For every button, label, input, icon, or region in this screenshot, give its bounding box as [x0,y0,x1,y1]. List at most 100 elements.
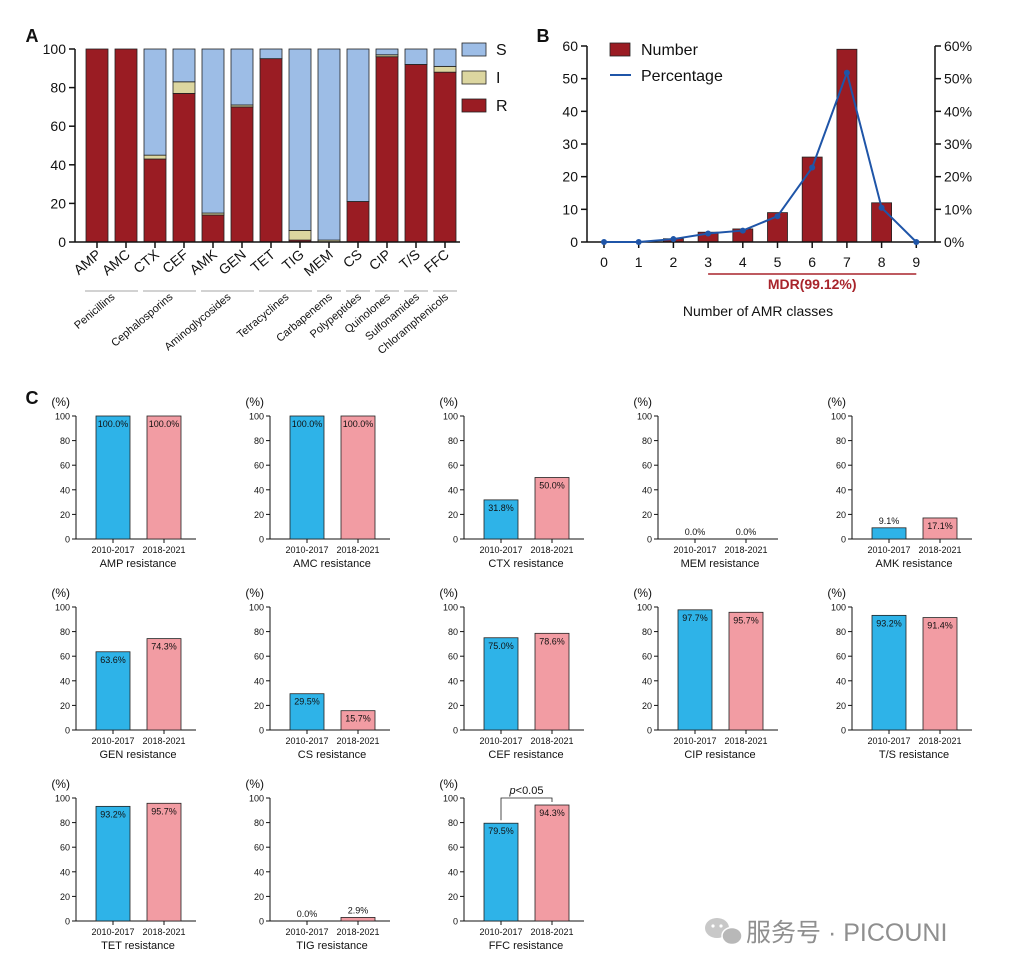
y-tick-label: 60 [448,843,458,853]
percentage-point [843,69,850,76]
subchart-title: TIG resistance [296,940,368,952]
y-tick-label: 0 [453,917,458,927]
y-tick-label: 0 [647,535,652,545]
y-axis-unit: (%) [51,586,70,600]
data-label: 74.3% [151,642,177,652]
subchart: (%) 0 20 40 60 80 100 31.8% 2010-2017 50.0% 2018-2… [439,395,584,570]
legend-label-i: I [496,70,500,87]
bar-segment-s [375,48,399,56]
subchart: (%) 0 20 40 60 80 100 63.6% 2010-2017 74.3% 2018-2… [51,586,196,761]
subchart: (%) 0 20 40 60 80 100 93.2% 2010-2017 95.7% 2018-2… [51,777,196,952]
x-tick-label: 2010-2017 [285,927,328,937]
data-label: 63.6% [100,655,126,665]
significance-threshold: <0.05 [516,785,544,797]
subchart: (%) 0 20 40 60 80 100 100.0% 2010-2017 100.0% 2018… [245,395,390,570]
y-tick-label: 0 [841,535,846,545]
y-tick-label: 60 [836,461,846,471]
x-tick-label: 2018-2021 [918,545,961,555]
wechat-eye [711,924,715,928]
data-label: 91.4% [927,621,953,631]
y-tick-label-right-b: 50% [944,71,972,87]
legend-swatch-number [609,42,631,57]
bar-2010-2017 [289,415,325,540]
bar-2018-2021 [340,917,376,922]
bar-2010-2017 [95,805,131,922]
x-tick-label-b: 9 [912,254,920,270]
x-tick-label: 2018-2021 [142,736,185,746]
data-label: 100.0% [149,419,180,429]
bar-segment-r [85,48,109,243]
watermark-text: 服务号 · PICOUNI [746,919,947,947]
x-tick-label: 2010-2017 [867,545,910,555]
x-tick-label-a: CIP [366,246,394,273]
x-tick-label: 2010-2017 [479,736,522,746]
x-tick-label-b: 3 [704,254,712,270]
y-tick-label: 80 [448,436,458,446]
y-tick-label: 0 [65,535,70,545]
x-tick-label-a: AMC [99,246,133,278]
x-tick-label: 2010-2017 [867,736,910,746]
y-tick-label-left-b: 50 [562,71,578,87]
x-tick-label-a: MEM [301,246,336,279]
data-label: 97.7% [682,613,708,623]
subchart-title: T/S resistance [879,749,949,761]
y-tick-label: 20 [836,510,846,520]
y-tick-label-a: 60 [50,118,66,134]
subchart-title: AMP resistance [100,558,177,570]
y-tick-label: 60 [60,652,70,662]
bar-segment-s [172,48,196,83]
y-tick-label-left-b: 40 [562,103,578,119]
y-tick-label: 100 [249,603,264,613]
y-tick-label: 60 [448,652,458,662]
y-tick-label-right-b: 40% [944,103,972,119]
percentage-line [604,69,918,243]
x-tick-label: 2018-2021 [724,736,767,746]
y-tick-label: 80 [254,627,264,637]
bar-segment-s [346,48,370,202]
bar-segment-r [230,106,254,243]
y-tick-label: 100 [249,412,264,422]
x-tick-label-a: GEN [215,246,249,278]
y-tick-label: 20 [448,701,458,711]
bar-2018-2021 [146,638,182,731]
y-tick-label: 80 [836,436,846,446]
bar-2018-2021 [146,415,182,540]
x-tick-label: 2010-2017 [91,927,134,937]
legend-label-r: R [496,98,508,115]
x-tick-label-b: 5 [774,254,782,270]
y-tick-label: 40 [448,676,458,686]
subchart-title: CS resistance [298,749,366,761]
x-tick-label: 2018-2021 [530,736,573,746]
legend-swatch-s [461,42,487,57]
data-label: 31.8% [488,503,514,513]
x-tick-label-a: T/S [396,246,423,272]
y-tick-label: 80 [642,627,652,637]
significance-p: p [509,785,516,797]
x-tick-label: 2018-2021 [336,927,379,937]
subchart: (%) 0 20 40 60 80 100 100.0% 2010-2017 100.0% 2018… [51,395,196,570]
data-label: 93.2% [876,618,902,628]
y-tick-label: 60 [60,843,70,853]
legend-swatch-i [461,70,487,85]
wechat-eye [719,924,723,928]
y-axis-unit: (%) [633,586,652,600]
y-tick-label-right-b: 60% [944,38,972,54]
legend-swatch-r [461,98,487,113]
y-tick-label: 0 [259,535,264,545]
y-axis-unit: (%) [633,395,652,409]
bar-2010-2017 [677,609,713,731]
x-tick-label-a: CS [340,246,365,271]
subchart: (%) 0 20 40 60 80 100 29.5% 2010-2017 15.7% 2018-2… [245,586,390,761]
bar-2010-2017 [871,527,907,540]
bar-2018-2021 [534,804,570,922]
x-tick-label-b: 7 [843,254,851,270]
subchart-title: AMC resistance [293,558,371,570]
bar-2018-2021 [922,617,958,731]
bar-segment-s [288,48,312,231]
y-tick-label: 40 [448,485,458,495]
y-tick-label: 0 [259,726,264,736]
x-tick-label: 2018-2021 [724,545,767,555]
y-tick-label: 60 [254,652,264,662]
subchart-title: AMK resistance [875,558,952,570]
